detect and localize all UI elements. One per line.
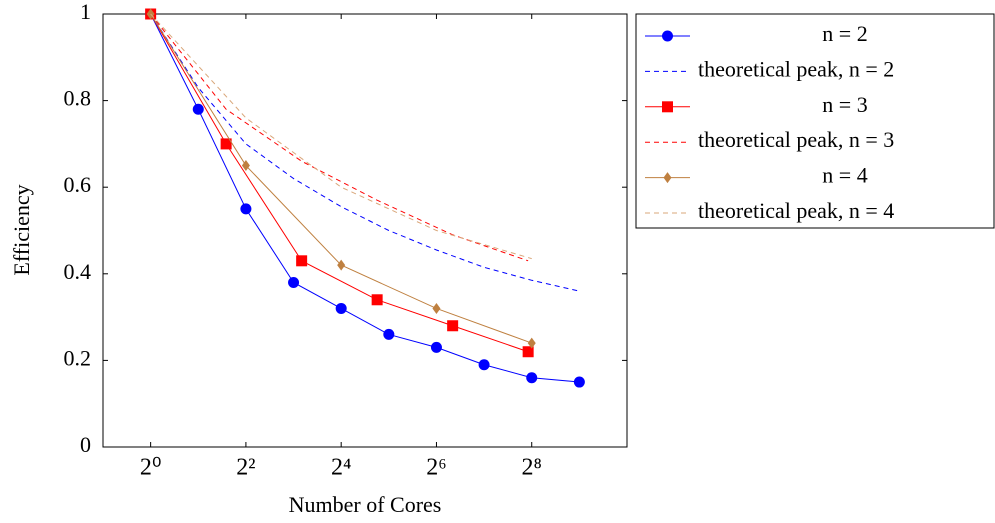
y-tick-label: 0.8: [64, 86, 92, 111]
point: [220, 138, 232, 150]
dashed-line: [150, 13, 532, 260]
x-axis-label: Number of Cores: [289, 492, 442, 517]
legend-marker: [662, 101, 673, 113]
point: [432, 302, 441, 314]
point: [337, 259, 346, 271]
line: [150, 13, 580, 383]
point: [288, 276, 300, 288]
point: [447, 320, 459, 332]
x-tick-label: 2²: [236, 455, 255, 481]
x-tick-label: 2⁶: [426, 455, 446, 481]
line: [150, 13, 532, 344]
y-tick-label: 0: [80, 432, 91, 457]
point: [383, 328, 395, 340]
dashed-line: [150, 13, 529, 262]
legend-marker: [662, 30, 673, 42]
legend-label: n = 2: [822, 21, 867, 46]
x-tick-label: 2⁰: [140, 455, 162, 481]
dashed-line: [150, 13, 580, 292]
legend-box: [635, 13, 995, 229]
legend-label: theoretical peak, n = 3: [698, 127, 894, 152]
point: [527, 337, 536, 349]
point: [192, 103, 204, 115]
legend-marker: [663, 172, 672, 184]
point: [241, 160, 250, 172]
x-tick-label: 2⁴: [331, 455, 351, 481]
y-tick-label: 0.6: [64, 172, 92, 197]
legend-label: theoretical peak, n = 4: [698, 198, 894, 223]
legend-label: n = 4: [822, 163, 867, 188]
legend-label: n = 3: [822, 92, 867, 117]
y-axis-label: Efficiency: [9, 184, 34, 275]
y-tick-label: 0.2: [64, 345, 92, 370]
point: [296, 255, 308, 267]
y-tick-label: 0.4: [64, 259, 92, 284]
point: [522, 346, 534, 358]
legend-label: theoretical peak, n = 2: [698, 56, 894, 81]
point: [371, 294, 383, 306]
plot-frame: [102, 13, 628, 448]
point: [478, 359, 490, 371]
point: [526, 372, 538, 384]
x-tick-label: 2⁸: [522, 455, 542, 481]
line: [150, 13, 529, 353]
point: [430, 341, 442, 353]
point: [240, 203, 252, 215]
point: [573, 376, 585, 388]
y-tick-label: 1: [80, 0, 91, 24]
point: [335, 302, 347, 314]
